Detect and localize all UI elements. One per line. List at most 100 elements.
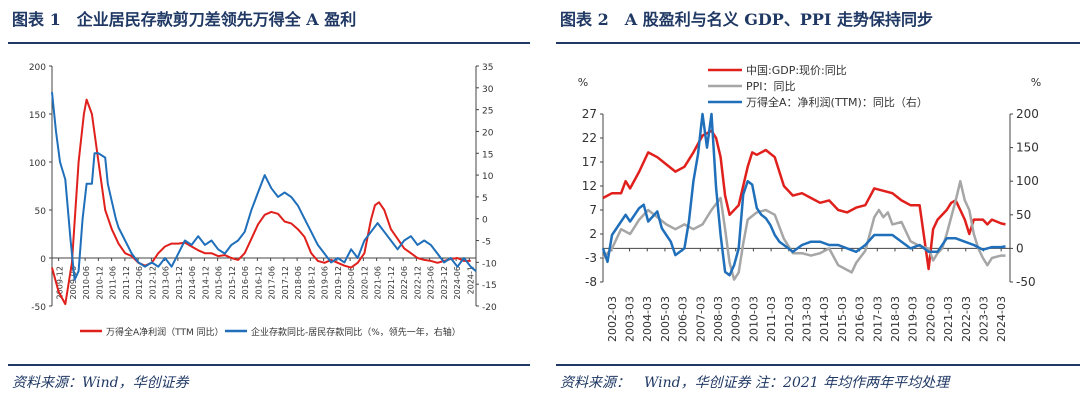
- x-tick-label: 2021-12: [387, 266, 396, 299]
- x-tick-label: 2015-12: [228, 266, 237, 299]
- legend-label-3: 万得全A：净利润(TTM)：同比（右）: [746, 95, 928, 109]
- chart-panel-1: 图表 1 企业居民存款剪刀差领先万得全 A 盈利 -50 0 50 100 150 200…: [0, 0, 530, 404]
- right-tick-label: -50: [1016, 275, 1036, 289]
- source-note-1: 资料来源：Wind，华创证券: [12, 375, 189, 391]
- x-tick-label: 2010-06: [82, 266, 91, 299]
- right-tick-label: 10: [482, 172, 494, 182]
- legend-label-2: 企业存款同比-居民存款同比（%，领先一年，右轴）: [251, 326, 461, 338]
- x-tick-label: 2009-06: [69, 266, 78, 299]
- source-rule-2: [556, 364, 1080, 366]
- x-tick-label: 2012-03: [783, 296, 796, 342]
- x-tick-label: 2022-06: [400, 266, 409, 299]
- x-tick-label: 2016-06: [241, 266, 250, 299]
- x-tick-label: 2005-03: [659, 296, 672, 342]
- x-tick-label: 2018-03: [889, 296, 902, 342]
- title-rule-2: [556, 42, 1080, 44]
- chart-title-2: 图表 2 A 股盈利与名义 GDP、PPI 走势保持同步: [560, 10, 933, 29]
- left-tick-label: 2: [589, 227, 597, 241]
- x-tick-label: 2017-03: [871, 296, 884, 342]
- left-unit-label: %: [578, 76, 588, 89]
- x-tick-label: 2011-06: [109, 266, 118, 299]
- source-note-2: 资料来源： Wind，华创证券 注：2021 年均作两年平均处理: [560, 375, 950, 391]
- x-tick-label: 2022-12: [413, 266, 422, 299]
- x-tick-label: 2014-06: [188, 266, 197, 299]
- x-tick-label: 2015-03: [836, 296, 849, 342]
- left-tick-label: 50: [35, 207, 47, 217]
- left-tick-label: 0: [40, 255, 46, 265]
- left-tick-label: -50: [31, 303, 46, 313]
- series-line-1: [51, 98, 471, 306]
- right-tick-label: 0: [1016, 241, 1024, 255]
- x-tick-label: 2006-03: [677, 296, 690, 342]
- x-tick-label: 2017-06: [268, 266, 277, 299]
- x-tick-label: 2013-12: [175, 266, 184, 299]
- series-line-2: [51, 92, 477, 281]
- chart-panel-2: 图表 2 A 股盈利与名义 GDP、PPI 走势保持同步 -8 -3 2 7 12 17 2…: [548, 0, 1080, 404]
- legend-label-1: 中国:GDP:现价:同比: [746, 64, 847, 77]
- x-tick-label: 2013-03: [801, 296, 814, 342]
- x-tick-label: 2016-03: [854, 296, 867, 342]
- x-tick-label: 2020-03: [924, 296, 937, 342]
- right-tick-label: 5: [482, 194, 488, 204]
- left-tick-label: 27: [582, 107, 597, 121]
- x-tick-label: 2024-03: [995, 296, 1008, 342]
- x-tick-label: 2018-12: [307, 266, 316, 299]
- left-tick-label: 100: [29, 159, 46, 169]
- x-tick-label: 2010-12: [95, 266, 104, 299]
- left-tick-label: 22: [582, 131, 597, 145]
- x-tick-label: 2011-03: [765, 296, 778, 342]
- right-tick-label: 0: [482, 216, 488, 226]
- x-tick-label: 2017-12: [281, 266, 290, 299]
- x-tick-label: 2014-12: [201, 266, 210, 299]
- x-tick-label: 2002-03: [606, 296, 619, 342]
- x-tick-label: 2023-03: [977, 296, 990, 342]
- left-tick-label: 12: [582, 179, 597, 193]
- x-tick-label: 2003-03: [624, 296, 637, 342]
- left-tick-label: 7: [589, 203, 597, 217]
- x-tick-label: 2020-12: [360, 266, 369, 299]
- x-tick-label: 2019-03: [907, 296, 920, 342]
- legend-label-2: PPI：同比: [746, 80, 796, 93]
- right-tick-label: 100: [1016, 174, 1039, 188]
- x-tick-label: 2012-12: [148, 266, 157, 299]
- legend-label-1: 万得全A净利润（TTM 同比）: [106, 326, 224, 338]
- x-tick-label: 2012-06: [135, 266, 144, 299]
- right-tick-label: -15: [482, 281, 497, 291]
- right-tick-label: -5: [482, 238, 491, 248]
- left-tick-label: 200: [29, 63, 46, 73]
- x-tick-label: 2007-03: [694, 296, 707, 342]
- left-tick-label: -3: [585, 251, 597, 265]
- x-tick-label: 2021-06: [374, 266, 383, 299]
- x-tick-label: 2019-06: [321, 266, 330, 299]
- x-tick-label: 2016-12: [254, 266, 263, 299]
- left-tick-label: -8: [585, 275, 597, 289]
- x-tick-label: 2020-06: [347, 266, 356, 299]
- x-tick-label: 2013-06: [162, 266, 171, 299]
- left-tick-label: 17: [582, 155, 597, 169]
- x-tick-label: 2014-03: [818, 296, 831, 342]
- x-tick-label: 2023-06: [427, 266, 436, 299]
- right-tick-label: -20: [482, 303, 497, 313]
- x-tick-label: 2011-12: [122, 266, 131, 299]
- x-tick-label: 2019-12: [334, 266, 343, 299]
- right-tick-label: 50: [1016, 208, 1031, 222]
- right-tick-label: 25: [482, 107, 493, 117]
- chart-title-1: 图表 1 企业居民存款剪刀差领先万得全 A 盈利: [12, 10, 357, 29]
- right-tick-label: 30: [482, 85, 494, 95]
- x-tick-label: 2018-06: [294, 266, 303, 299]
- series-line-3: [601, 112, 1006, 277]
- x-tick-label: 2021-03: [942, 296, 955, 342]
- x-tick-label: 2008-03: [712, 296, 725, 342]
- right-tick-label: -10: [482, 259, 497, 269]
- right-tick-label: 15: [482, 150, 493, 160]
- chart-1-plot: -50050100150200-20-15-10-505101520253035…: [29, 63, 497, 338]
- x-tick-label: 2004-03: [641, 296, 654, 342]
- title-rule-1: [8, 42, 530, 44]
- left-tick-label: 150: [29, 111, 46, 121]
- x-tick-label: 2009-12: [56, 266, 65, 299]
- source-rule-1: [8, 364, 530, 366]
- right-tick-label: 200: [1016, 107, 1039, 121]
- right-tick-label: 35: [482, 63, 493, 73]
- x-tick-label: 2010-03: [747, 296, 760, 342]
